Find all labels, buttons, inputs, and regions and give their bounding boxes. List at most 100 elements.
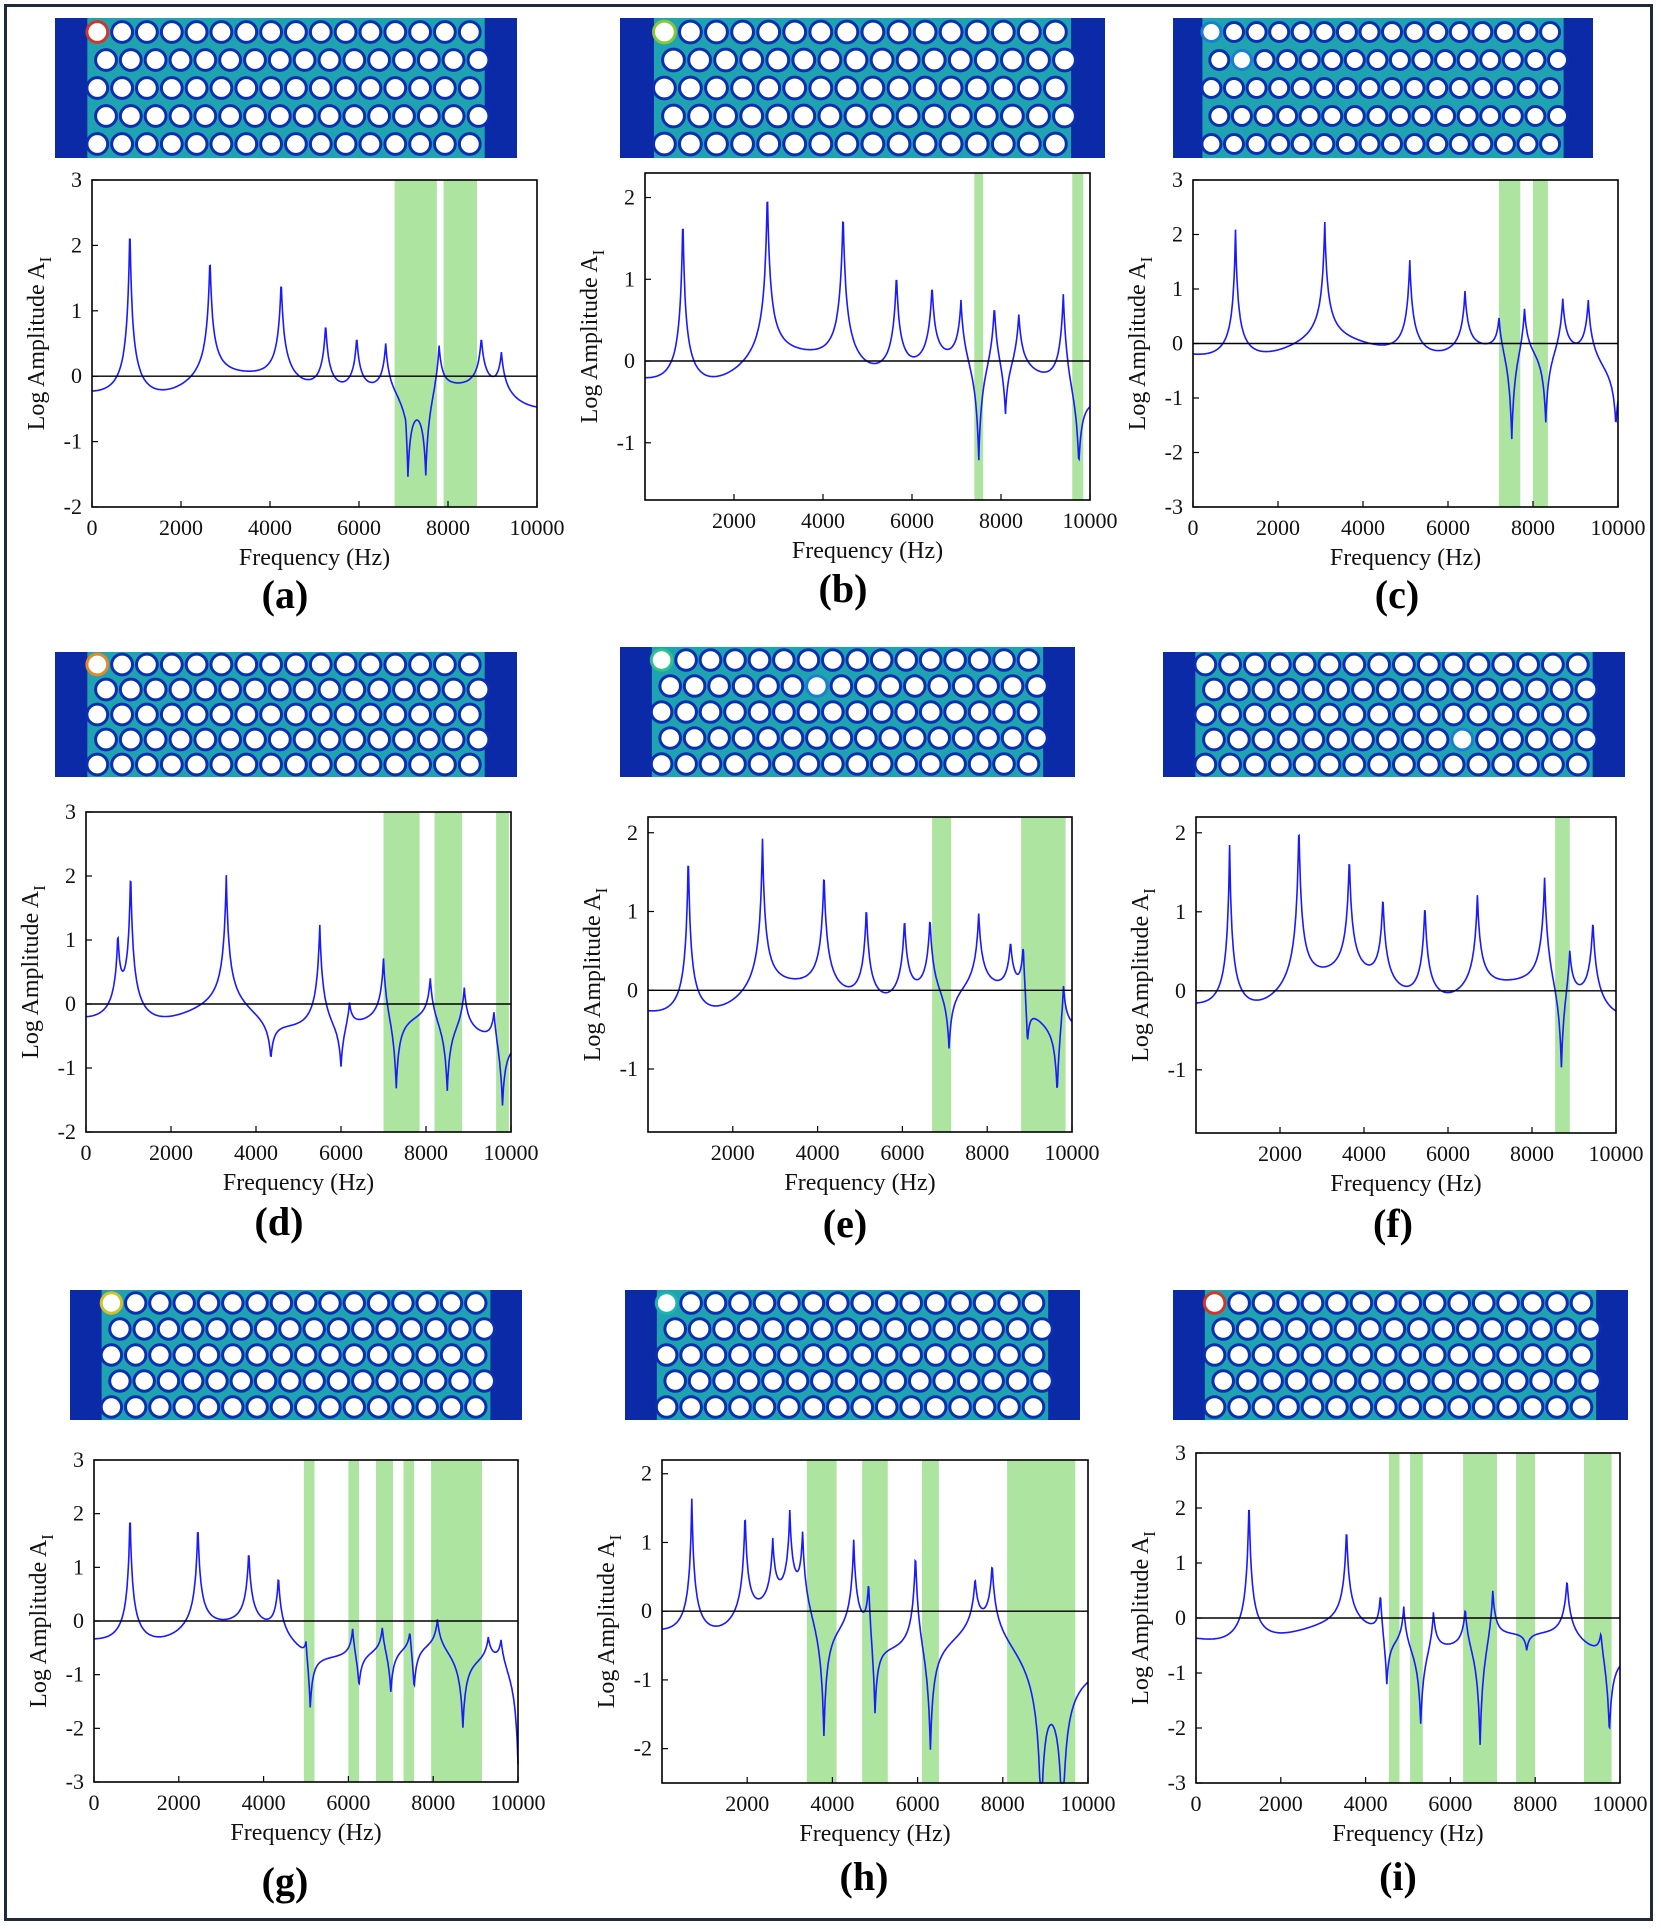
fe-lattice-cell <box>1541 702 1565 727</box>
x-axis-label: Frequency (Hz) <box>1330 1171 1481 1197</box>
x-axis-label: Frequency (Hz) <box>799 1821 950 1847</box>
fe-lattice-cell <box>918 700 943 724</box>
bandgap-band <box>1007 1460 1076 1783</box>
fe-lattice-cell <box>912 19 938 45</box>
x-tick-label: 6000 <box>319 1140 363 1165</box>
fe-lattice-cell <box>366 1343 391 1367</box>
fe-lattice-cell <box>679 1395 703 1419</box>
fe-lattice-cell <box>1298 49 1321 71</box>
fe-lattice-cell <box>1524 49 1547 71</box>
y-tick-label: 1 <box>1172 276 1183 301</box>
fe-lattice-cell <box>1578 1317 1602 1341</box>
fe-lattice-cell <box>464 1395 488 1419</box>
fe-lattice-cell <box>408 132 433 156</box>
fe-lattice-cell <box>1516 752 1540 777</box>
fe-lattice-cell <box>756 19 782 45</box>
x-axis-label: Frequency (Hz) <box>230 1820 381 1846</box>
fe-lattice-cell <box>253 1317 278 1341</box>
fe-lattice-cell <box>392 677 416 702</box>
fe-lattice-cell <box>1243 702 1267 727</box>
fe-lattice-cell <box>234 652 259 677</box>
fe-lattice-cell <box>172 1343 196 1367</box>
fe-lattice-cell <box>976 726 1000 750</box>
fe-lattice-cell <box>318 1291 342 1315</box>
fe-lattice-cell <box>292 677 317 702</box>
fe-lattice-cell <box>99 1395 124 1419</box>
fe-lattice-cell <box>1381 133 1403 155</box>
fe-lattice-cell <box>416 104 441 128</box>
fe-lattice-cell <box>108 1369 132 1393</box>
fe-lattice-cell <box>159 132 184 156</box>
fe-lattice-cell <box>118 727 143 752</box>
fe-lattice-cell <box>649 648 674 672</box>
fe-lattice-cell <box>294 1343 318 1367</box>
fe-lattice-cell <box>196 1395 221 1419</box>
fe-lattice-cell <box>156 1369 181 1393</box>
fe-lattice-cell <box>899 1291 924 1315</box>
fe-lattice-cell <box>209 76 234 100</box>
fe-lattice-cell <box>997 1395 1021 1419</box>
fe-lattice-cell <box>294 1395 318 1419</box>
y-tick-label: -3 <box>66 1769 84 1794</box>
fe-lattice-cell <box>1578 1369 1602 1393</box>
fe-lattice-cell <box>1398 1343 1423 1367</box>
fe-lattice-cell <box>918 752 943 776</box>
fe-lattice-cell <box>408 752 433 777</box>
fe-lattice-cell <box>326 1369 351 1393</box>
fe-lattice-cell <box>391 1291 415 1315</box>
fe-lattice-cell <box>94 677 118 702</box>
fe-lattice-cell <box>99 1343 124 1367</box>
fe-lattice-cell <box>439 1291 464 1315</box>
structure-image <box>1163 652 1625 777</box>
panel-d: 0 2000 4000 6000 8000 10000 -2 -1 0 1 2 3 Frequency … <box>18 652 539 1244</box>
fe-lattice-cell <box>1267 702 1292 727</box>
fe-lattice-cell <box>780 674 805 698</box>
fe-lattice-cell <box>466 48 491 72</box>
y-axis-label: Log Amplitude AI <box>24 256 55 430</box>
fe-lattice-cell <box>654 1291 679 1315</box>
y-tick-label: -2 <box>1168 1715 1186 1740</box>
fe-lattice-cell <box>184 752 209 777</box>
fe-lattice-cell <box>1276 1291 1300 1315</box>
fe-lattice-cell <box>464 1291 488 1315</box>
fe-lattice-cell <box>1529 1317 1553 1341</box>
x-axis-label: Frequency (Hz) <box>784 1170 935 1196</box>
fe-lattice-cell <box>1016 752 1041 776</box>
fe-lattice-cell <box>1456 105 1479 127</box>
fe-lattice-cell <box>1268 21 1291 43</box>
fe-lattice-cell <box>1193 652 1218 677</box>
fe-lattice-cell <box>923 1395 948 1419</box>
fe-lattice-cell <box>801 1291 826 1315</box>
fe-lattice-cell <box>938 19 964 45</box>
fe-lattice-cell <box>728 1343 752 1367</box>
fe-lattice-cell <box>391 1343 415 1367</box>
fe-lattice-cell <box>756 75 782 101</box>
fe-lattice-cell <box>992 700 1016 724</box>
panel-label: (f) <box>1373 1201 1413 1246</box>
fe-lattice-cell <box>780 726 805 750</box>
fe-lattice-cell <box>269 1343 294 1367</box>
fe-lattice-cell <box>209 702 234 727</box>
fe-lattice-cell <box>284 702 308 727</box>
fe-lattice-cell <box>358 752 383 777</box>
fe-lattice-cell <box>433 132 457 156</box>
fe-lattice-cell <box>834 1369 859 1393</box>
fe-lattice-cell <box>1343 49 1366 71</box>
y-tick-label: 2 <box>641 1461 652 1486</box>
fe-lattice-cell <box>1351 727 1375 752</box>
fe-lattice-cell <box>785 1317 810 1341</box>
fe-lattice-cell <box>850 1291 875 1315</box>
fe-lattice-cell <box>1367 752 1391 777</box>
structure-image <box>625 1290 1080 1420</box>
y-tick-label: 2 <box>73 1501 84 1526</box>
x-tick-label: 10000 <box>1593 1791 1648 1816</box>
fe-lattice-cell <box>209 132 234 156</box>
y-tick-label: -2 <box>58 1119 76 1144</box>
y-tick-label: 3 <box>1172 167 1183 192</box>
fe-lattice-cell <box>1480 1369 1504 1393</box>
fe-lattice-cell <box>964 19 990 45</box>
fe-right-clamp <box>1043 647 1075 777</box>
fe-lattice-cell <box>1516 702 1540 727</box>
fe-lattice-cell <box>1411 105 1434 127</box>
fe-lattice-cell <box>1243 652 1267 677</box>
